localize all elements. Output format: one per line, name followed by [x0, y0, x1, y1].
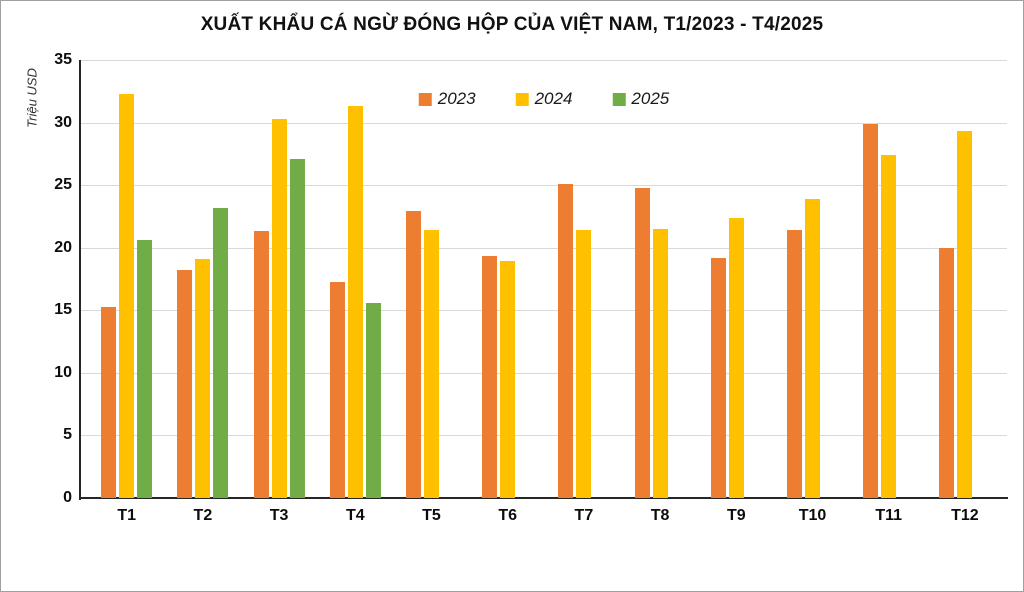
- legend-swatch-2023: [418, 92, 432, 106]
- bar-2025-T2: [213, 207, 229, 498]
- bar-2023-T2: [177, 270, 193, 498]
- bar-2024-T8: [652, 228, 668, 498]
- gridline: [81, 185, 1007, 187]
- bar-2024-T4: [347, 106, 363, 498]
- legend-item-2024: 2024: [515, 89, 573, 109]
- y-tick-label: 35: [54, 51, 72, 68]
- x-axis-line: [79, 497, 1008, 499]
- y-tick-label: 20: [54, 238, 72, 256]
- gridline: [81, 60, 1007, 61]
- x-tick-label-T8: T8: [650, 507, 670, 524]
- bar-2023-T5: [406, 211, 421, 498]
- y-tick-label: 0: [63, 489, 72, 506]
- y-tick-label: 10: [54, 363, 72, 381]
- bar-2023-T7: [558, 183, 574, 498]
- chart-title: XUẤT KHẨU CÁ NGỪ ĐÓNG HỘP CỦA VIỆT NAM, …: [200, 14, 824, 35]
- plot-area: 2023 2024 2025 0 5 10 15 20 25 30 35 T1 T2 T3 T4 T5 T6 T…: [54, 51, 1007, 524]
- legend: 2023 2024 2025: [418, 89, 669, 109]
- bar-2023-T3: [253, 231, 269, 498]
- x-tick-label-T5: T5: [422, 507, 441, 524]
- legend-item-2023: 2023: [418, 89, 476, 109]
- y-tick-label: 5: [63, 426, 72, 444]
- legend-label: 2024: [534, 89, 573, 108]
- x-tick-label-T12: T12: [951, 507, 979, 524]
- bar-2024-T9: [728, 217, 744, 498]
- x-tick-label-T10: T10: [798, 507, 827, 524]
- gridline: [81, 310, 1007, 312]
- bar-2023-T4: [329, 281, 345, 498]
- bar-2025-T1: [137, 240, 153, 498]
- y-axis-line: [79, 60, 81, 500]
- bar-2024-T10: [805, 198, 820, 498]
- gridline: [81, 122, 1007, 124]
- legend-label: 2025: [631, 89, 670, 108]
- gridline: [81, 247, 1007, 249]
- x-tick-label-T11: T11: [875, 507, 903, 524]
- bar-2023-T12: [939, 247, 955, 498]
- gridline: [81, 372, 1007, 374]
- bar-2024-T5: [424, 230, 439, 498]
- bar-2023-T11: [863, 123, 879, 498]
- bar-2023-T1: [101, 306, 117, 498]
- bar-2023-T6: [482, 256, 498, 498]
- bar-2025-T3: [289, 158, 305, 498]
- x-tick-label-T7: T7: [574, 507, 594, 524]
- x-tick-label-T3: T3: [269, 507, 289, 524]
- bar-2024-T11: [881, 155, 897, 498]
- bar-2024-T6: [500, 261, 516, 498]
- y-tick-label: 30: [54, 113, 72, 131]
- x-tick-label-T1: T1: [117, 507, 137, 524]
- gridline: [81, 435, 1007, 437]
- bar-2023-T8: [634, 187, 650, 498]
- x-tick-label-T4: T4: [345, 507, 365, 524]
- legend-swatch-2024: [515, 92, 529, 106]
- bar-2024-T12: [957, 131, 973, 498]
- legend-item-2025: 2025: [612, 89, 669, 109]
- x-tick-label-T6: T6: [498, 507, 518, 524]
- bar-2024-T1: [119, 93, 135, 498]
- y-tick-label: 25: [54, 176, 72, 194]
- x-tick-label-T9: T9: [726, 507, 746, 524]
- bar-2023-T9: [710, 257, 726, 498]
- legend-swatch-2025: [612, 92, 626, 106]
- bar-2023-T10: [787, 230, 802, 498]
- bar-2024-T3: [271, 118, 287, 498]
- bar-2024-T2: [195, 258, 211, 498]
- bar-2024-T7: [576, 230, 592, 498]
- legend-label: 2023: [437, 89, 476, 108]
- bar-2025-T4: [365, 302, 381, 498]
- y-tick-label: 15: [54, 301, 72, 319]
- x-tick-label-T2: T2: [193, 507, 213, 524]
